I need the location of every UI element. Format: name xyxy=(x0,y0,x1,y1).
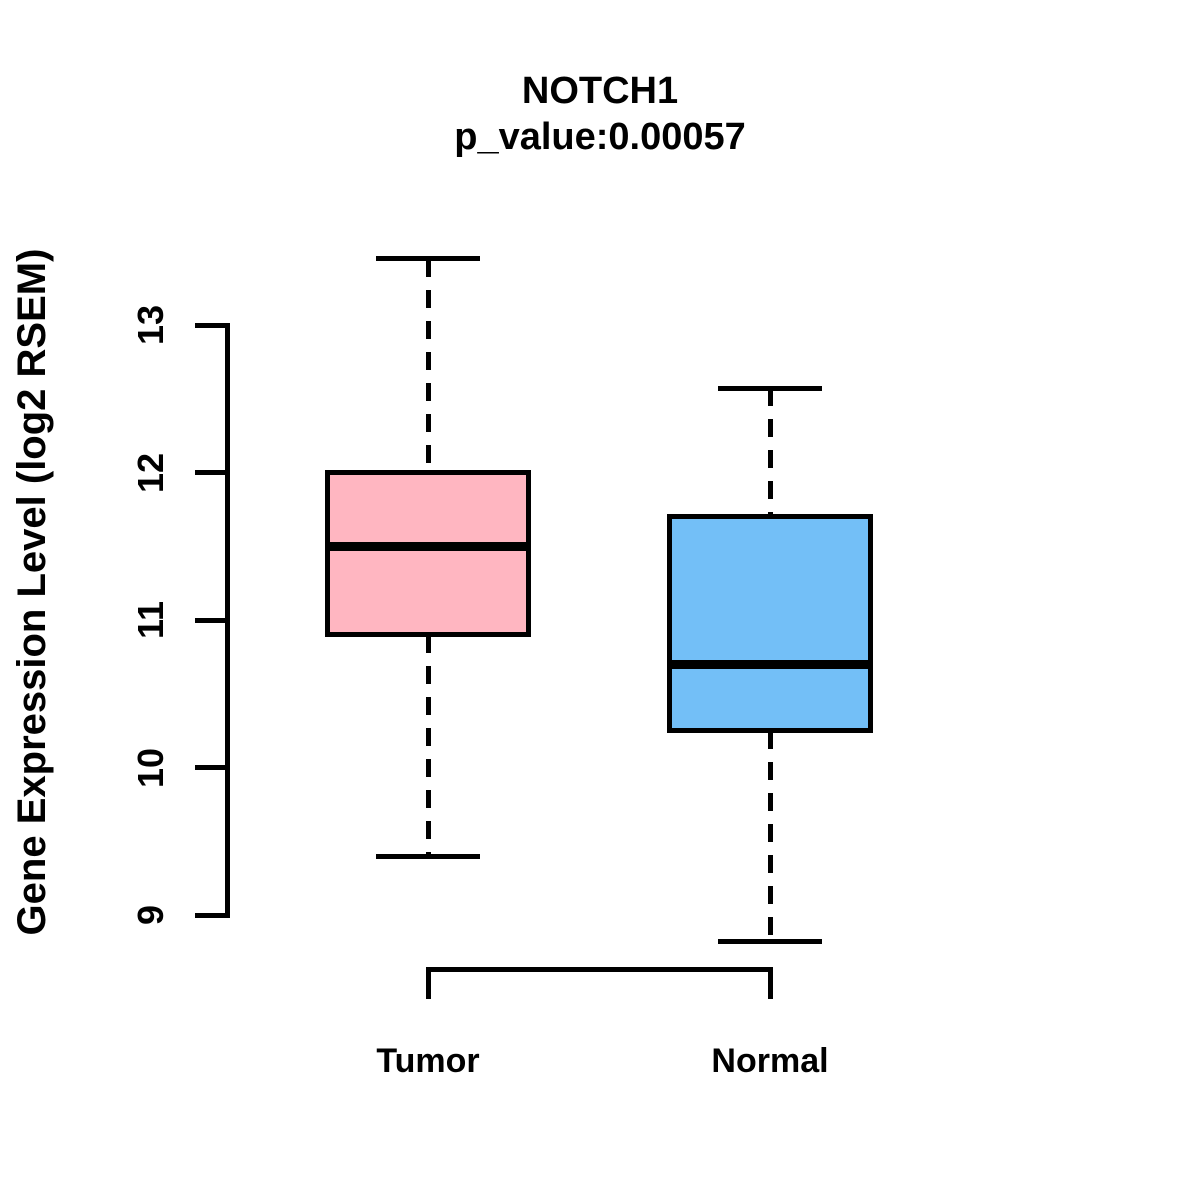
chart-subtitle: p_value:0.00057 xyxy=(454,116,746,158)
upper-whisker-line xyxy=(425,258,431,473)
upper-whisker-cap xyxy=(718,385,822,391)
median-line xyxy=(325,541,531,551)
lower-whisker-line xyxy=(767,730,773,942)
upper-whisker-line xyxy=(767,388,773,517)
x-axis-tick xyxy=(767,969,773,999)
y-axis-tick xyxy=(195,470,225,475)
median-line xyxy=(667,659,873,669)
box-iqr xyxy=(667,514,873,734)
box-iqr xyxy=(325,470,531,638)
y-axis-line xyxy=(225,322,230,918)
y-axis-tick xyxy=(195,765,225,770)
x-axis-group-label: Tumor xyxy=(376,1042,480,1080)
y-axis-tick-label: 12 xyxy=(130,452,171,493)
y-axis-tick-label: 13 xyxy=(130,304,171,346)
x-axis-tick xyxy=(425,969,431,999)
y-axis-tick-label: 10 xyxy=(130,747,171,788)
chart-title: NOTCH1 xyxy=(521,70,679,112)
y-axis-tick xyxy=(195,912,225,918)
lower-whisker-cap xyxy=(718,939,822,945)
x-axis-group-label: Normal xyxy=(711,1042,829,1080)
y-axis-tick xyxy=(195,617,225,623)
lower-whisker-line xyxy=(425,634,431,856)
y-axis-tick xyxy=(195,322,225,328)
y-axis-tick-label: 9 xyxy=(130,904,171,926)
lower-whisker-cap xyxy=(376,853,480,859)
upper-whisker-cap xyxy=(376,256,480,262)
y-axis-tick-label: 11 xyxy=(130,600,171,640)
x-axis-line xyxy=(425,966,773,972)
